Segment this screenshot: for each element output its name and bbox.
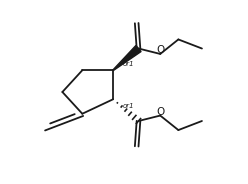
Text: or1: or1 [123,103,135,109]
Text: O: O [156,107,164,117]
Text: or1: or1 [123,61,135,67]
Text: O: O [156,45,164,55]
Polygon shape [113,45,141,70]
